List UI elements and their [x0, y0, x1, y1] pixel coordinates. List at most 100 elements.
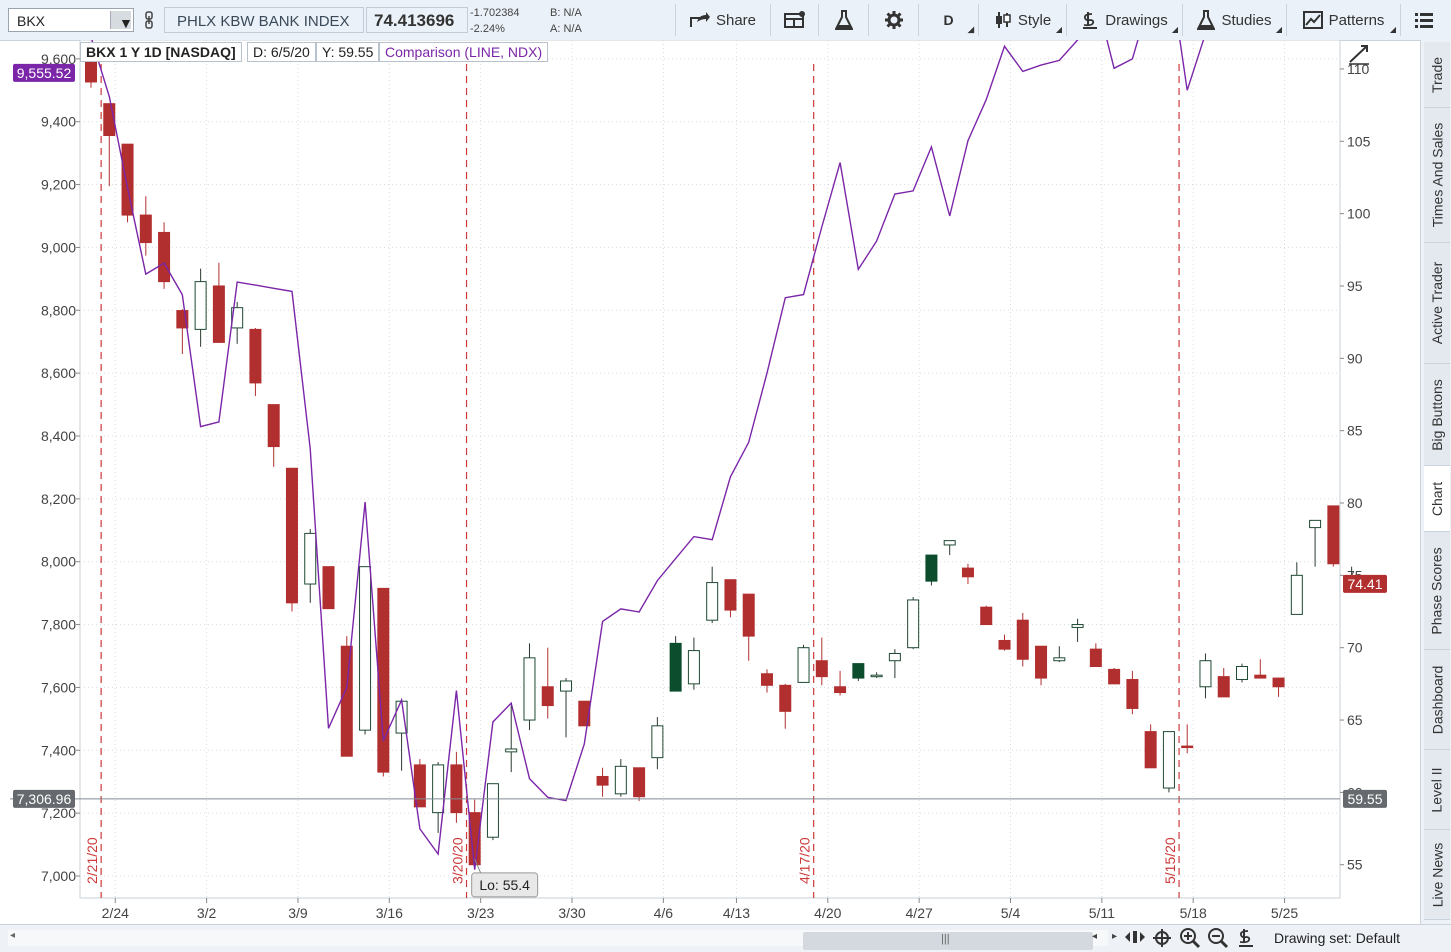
tab-active-trader-label: Active Trader: [1429, 261, 1446, 345]
last-price-label-bg: [1343, 574, 1387, 593]
left-tick-label: 8,000: [41, 554, 76, 570]
tab-big-buttons-label: Big Buttons: [1429, 378, 1446, 451]
scroll-left-icon[interactable]: ◂: [10, 930, 16, 941]
right-tick-label: 100: [1347, 206, 1371, 222]
x-tick-label: 5/4: [1001, 905, 1021, 921]
flask-button[interactable]: [818, 4, 868, 36]
candle-body: [760, 673, 773, 686]
left-tick-label: 8,600: [41, 365, 76, 381]
candle-body: [1181, 745, 1194, 749]
studies-flask-icon: [1197, 10, 1216, 30]
candle-body: [1071, 624, 1084, 628]
last-price: 74.413696: [366, 7, 468, 33]
grid-layout-button[interactable]: [770, 4, 818, 36]
x-tick-label: 5/18: [1180, 905, 1207, 921]
drawing-set-label[interactable]: Drawing set: Default: [1274, 930, 1401, 946]
zoom-in-icon[interactable]: [1179, 927, 1201, 952]
comparison-label[interactable]: Comparison (LINE, NDX): [379, 42, 549, 62]
crosshair-icon[interactable]: [1152, 928, 1172, 951]
change-block: -1.702384 -2.24%: [470, 5, 520, 37]
flask-icon: [834, 10, 853, 30]
zoom-out-icon[interactable]: [1207, 927, 1229, 952]
candle-body: [669, 642, 682, 692]
scroll-thumb[interactable]: |||: [803, 932, 1093, 950]
x-tick-label: 4/13: [723, 905, 750, 921]
candle-body: [1236, 665, 1249, 681]
tab-level-ii[interactable]: Level II: [1424, 750, 1450, 830]
tab-level-ii-label: Level II: [1429, 766, 1446, 813]
share-button[interactable]: Share: [675, 4, 770, 36]
candle-body: [340, 645, 353, 757]
tab-dashboard[interactable]: Dashboard: [1424, 650, 1450, 750]
tab-live-news[interactable]: Live News: [1424, 830, 1450, 920]
candle-body: [450, 764, 463, 814]
chart-title: BKX 1 Y 1D [NASDAQ]: [80, 42, 242, 62]
style-button[interactable]: Style ◢: [978, 4, 1066, 36]
scroll-right-arrow-icon[interactable]: ▸: [1112, 931, 1118, 942]
patterns-label: Patterns: [1328, 11, 1385, 29]
horizontal-scrollbar[interactable]: ◂ |||: [8, 930, 1108, 950]
drawings-label: Drawings: [1105, 11, 1168, 29]
candle-body: [742, 593, 755, 637]
candle-body: [85, 58, 97, 83]
right-tick-label: 65: [1347, 712, 1363, 728]
candle-body: [998, 639, 1011, 650]
x-tick-label: 4/20: [814, 905, 841, 921]
patterns-button[interactable]: Patterns ◢: [1286, 4, 1400, 36]
settings-button[interactable]: [868, 4, 918, 36]
last-price-label: 74.41: [1347, 576, 1382, 592]
candle-body: [852, 663, 865, 679]
gear-icon: [884, 11, 903, 29]
chart-area[interactable]: 2/21/20 3/20/20 4/17/20 5/15/20 2/24 3/2 3/9 3…: [0, 40, 1420, 924]
bottom-bar: ◂ ||| ◂ ▸ Drawing set: Default: [0, 924, 1451, 952]
drawing-pen-icon: [1083, 12, 1098, 29]
candle-body: [1053, 657, 1066, 662]
tab-times-and-sales[interactable]: Times And Sales: [1424, 108, 1450, 243]
aggregation-button[interactable]: D ◢: [918, 4, 978, 36]
symbol-input[interactable]: BKX ▼: [8, 8, 134, 32]
patterns-icon: [1302, 11, 1323, 29]
link-icon[interactable]: [140, 8, 158, 32]
x-tick-label: 3/2: [197, 905, 217, 921]
tab-dashboard-label: Dashboard: [1429, 665, 1445, 734]
symbol-dropdown-button[interactable]: ▼: [110, 11, 133, 31]
candle-body: [1016, 619, 1029, 660]
right-tick-label: 55: [1347, 857, 1363, 873]
studies-button[interactable]: Studies ◢: [1182, 4, 1286, 36]
candle-body: [560, 680, 573, 692]
tab-big-buttons[interactable]: Big Buttons: [1424, 364, 1450, 466]
x-tick-label: 4/27: [906, 905, 933, 921]
candle-body: [1144, 731, 1157, 769]
left-tick-label: 9,200: [41, 177, 76, 193]
tab-chart[interactable]: Chart: [1424, 466, 1450, 532]
low-bubble-pointer: [474, 858, 482, 874]
symbol-text: BKX: [17, 13, 46, 29]
expand-chart-icon[interactable]: [1347, 42, 1371, 66]
candle-body: [1309, 519, 1322, 529]
candle-body: [285, 467, 298, 604]
candle-body: [578, 700, 591, 727]
left-tick-label: 7,600: [41, 679, 76, 695]
drawing-tool-icon[interactable]: [1237, 928, 1255, 951]
crosshair-left-label: 7,306.96: [17, 791, 72, 807]
right-tick-label: 90: [1347, 350, 1363, 366]
candle-body: [596, 775, 609, 786]
right-tick-label: 80: [1347, 495, 1363, 511]
candle-body: [614, 765, 627, 795]
candle-body: [1254, 674, 1267, 679]
candle-body: [1199, 660, 1212, 688]
price-chart[interactable]: 2/21/20 3/20/20 4/17/20 5/15/20 2/24 3/2 3/9 3…: [0, 40, 1420, 924]
candle-body: [1108, 668, 1121, 685]
menu-button[interactable]: [1400, 4, 1446, 36]
period-separator-label: 2/21/20: [84, 837, 100, 884]
tab-phase-scores[interactable]: Phase Scores: [1424, 532, 1450, 650]
studies-label: Studies: [1221, 11, 1272, 29]
pan-icon[interactable]: [1124, 928, 1146, 949]
candle-body: [194, 281, 207, 330]
drawings-button[interactable]: Drawings ◢: [1066, 4, 1182, 36]
crosshair-right-label-bg: [1343, 789, 1387, 808]
candle-body: [633, 767, 646, 798]
tab-trade[interactable]: Trade: [1424, 42, 1450, 108]
scroll-left-arrow-icon[interactable]: ◂: [1092, 931, 1098, 942]
tab-active-trader[interactable]: Active Trader: [1424, 243, 1450, 364]
